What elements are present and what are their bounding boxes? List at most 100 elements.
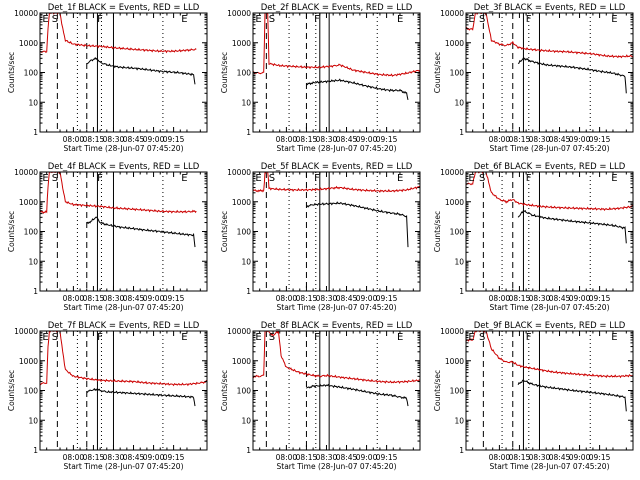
interval-marker-e: E [611,173,617,184]
x-axis-label: Start Time (28-Jun-07 07:45:20) [490,462,610,471]
y-tick-label: 10 [454,98,464,107]
x-axis-label: Start Time (28-Jun-07 07:45:20) [64,144,184,153]
interval-marker-f: F [526,173,532,184]
y-axis-label: Counts/sec [7,370,16,411]
x-axis-label: Start Time (28-Jun-07 07:45:20) [490,144,610,153]
x-tick-label: 08:30 [316,135,338,144]
interval-marker-e: E [468,173,474,184]
series-events-line [517,209,627,244]
y-tick-label: 100 [450,387,465,396]
interval-marker-f: F [526,14,532,25]
y-tick-label: 10000 [14,168,38,177]
x-tick-label: 08:15 [83,135,105,144]
chart-panel-6: Det_6f BLACK = Events, RED = LLD 1 10 100 10… [433,162,634,312]
series-lld-line [253,13,420,77]
interval-marker-s: S [479,332,485,343]
interval-marker-e: E [397,14,403,25]
x-tick-label: 09:00 [569,135,591,144]
chart-panel-9: Det_9f BLACK = Events, RED = LLD 1 10 100 10… [433,321,634,471]
y-tick-label: 10 [454,257,464,266]
y-tick-label: 1 [33,446,38,455]
x-tick-label: 08:15 [296,135,318,144]
y-tick-label: 10000 [14,9,38,18]
x-tick-label: 08:00 [63,453,85,462]
x-tick-label: 08:45 [549,135,571,144]
y-tick-label: 1000 [232,357,251,366]
x-tick-label: 08:30 [316,453,338,462]
interval-marker-e: E [255,173,261,184]
interval-marker-e: E [468,332,474,343]
x-tick-label: 08:00 [489,294,511,303]
y-tick-label: 1000 [19,357,38,366]
plot-frame [39,171,208,292]
y-axis-label: Counts/sec [433,52,442,93]
y-tick-label: 10 [241,257,251,266]
x-tick-label: 08:00 [276,453,298,462]
plot-frame [252,12,421,133]
y-tick-label: 1 [246,287,251,296]
series-lld-line [40,13,197,54]
x-tick-label: 08:30 [529,453,551,462]
x-tick-label: 09:00 [569,294,591,303]
y-tick-label: 1000 [445,198,464,207]
chart-title: Det_9f BLACK = Events, RED = LLD [474,321,626,331]
x-tick-label: 09:00 [356,453,378,462]
y-tick-label: 100 [24,228,39,237]
chart-title: Det_1f BLACK = Events, RED = LLD [48,3,200,13]
chart-title: Det_3f BLACK = Events, RED = LLD [474,3,626,13]
series-lld-line [466,172,633,211]
y-tick-label: 10000 [227,327,251,336]
x-axis-label: Start Time (28-Jun-07 07:45:20) [64,303,184,312]
x-tick-label: 09:15 [376,294,398,303]
y-tick-label: 1 [459,287,464,296]
x-tick-label: 08:15 [296,453,318,462]
interval-marker-s: S [479,173,485,184]
x-tick-label: 08:45 [336,453,358,462]
x-axis-label: Start Time (28-Jun-07 07:45:20) [277,462,397,471]
y-tick-label: 10 [241,416,251,425]
chart-title: Det_4f BLACK = Events, RED = LLD [48,162,200,172]
x-tick-label: 09:00 [143,294,165,303]
chart-panel-1: Det_1f BLACK = Events, RED = LLD 1 10 100 10… [7,3,208,153]
interval-marker-e: E [468,14,474,25]
y-tick-label: 1 [33,128,38,137]
y-tick-label: 1000 [19,198,38,207]
x-tick-label: 09:00 [569,453,591,462]
y-tick-label: 10000 [227,9,251,18]
x-tick-label: 09:00 [143,135,165,144]
series-events-line [86,57,196,85]
x-tick-label: 08:45 [123,294,145,303]
series-lld-line [40,331,207,387]
series-events-line [86,216,196,248]
series-events-line [86,387,196,407]
y-tick-label: 1000 [19,39,38,48]
x-tick-label: 09:00 [143,453,165,462]
plot-frame [465,171,634,292]
x-tick-label: 09:15 [163,135,185,144]
chart-title: Det_5f BLACK = Events, RED = LLD [261,162,413,172]
y-tick-label: 1 [33,287,38,296]
x-tick-label: 09:15 [589,294,611,303]
interval-marker-e: E [181,14,187,25]
x-tick-label: 08:30 [316,294,338,303]
x-tick-label: 08:45 [336,135,358,144]
y-axis-label: Counts/sec [220,370,229,411]
interval-marker-e: E [611,14,617,25]
x-tick-label: 08:00 [276,135,298,144]
x-axis-label: Start Time (28-Jun-07 07:45:20) [277,144,397,153]
interval-marker-f: F [526,332,532,343]
interval-marker-s: S [52,332,58,343]
x-tick-label: 08:45 [336,294,358,303]
x-tick-label: 09:15 [376,135,398,144]
interval-marker-e: E [611,332,617,343]
y-tick-label: 10000 [227,168,251,177]
y-tick-label: 100 [237,387,252,396]
chart-panel-2: Det_2f BLACK = Events, RED = LLD 1 10 100 10… [220,3,421,153]
x-tick-label: 08:30 [529,135,551,144]
x-tick-label: 08:45 [123,135,145,144]
y-tick-label: 100 [237,69,252,78]
series-events-line [306,383,409,407]
interval-marker-f: F [97,14,103,25]
x-tick-label: 09:15 [589,453,611,462]
x-tick-label: 08:15 [509,135,531,144]
